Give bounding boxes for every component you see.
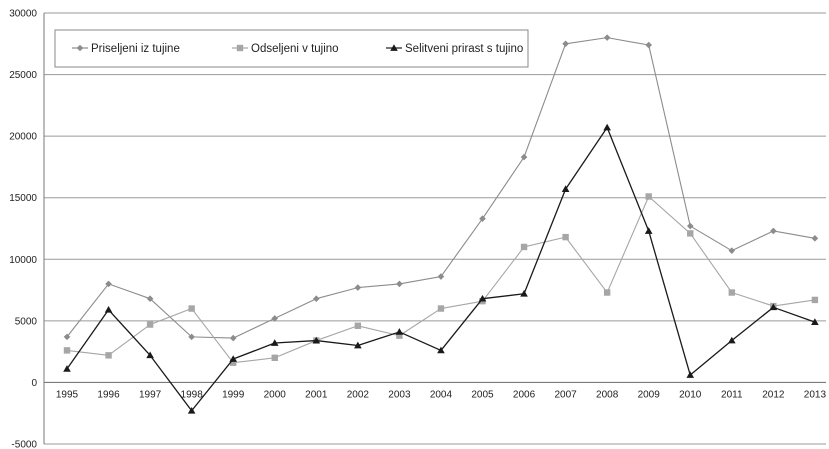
x-tick-labels: 1995 1996 1997 1998 1999 2000 2001 2002 2003 2004… bbox=[56, 389, 827, 400]
y-tick-label: 0 bbox=[31, 378, 37, 389]
x-tick-label: 2000 bbox=[264, 389, 287, 400]
y-tick-labels: -5000 0 5000 10000 15000 20000 25000 30000 bbox=[9, 9, 37, 449]
data-point-square bbox=[437, 305, 445, 312]
data-point-diamond bbox=[105, 280, 112, 288]
data-point-diamond bbox=[229, 334, 237, 342]
data-point-diamond bbox=[603, 34, 611, 41]
x-tick-label: 1997 bbox=[139, 389, 162, 400]
data-point-diamond bbox=[479, 215, 486, 222]
data-point-diamond bbox=[396, 280, 403, 288]
x-tick-label: 2007 bbox=[554, 389, 577, 400]
data-point-square bbox=[520, 243, 528, 251]
series-line bbox=[66, 37, 815, 339]
data-point-square bbox=[146, 321, 154, 328]
x-tick-label: 2013 bbox=[804, 389, 827, 400]
series-diamond bbox=[63, 34, 819, 342]
data-point-diamond bbox=[728, 247, 736, 254]
data-point-triangle bbox=[437, 346, 445, 354]
x-tick-label: 2006 bbox=[513, 389, 536, 400]
data-point-triangle bbox=[769, 303, 778, 311]
data-point-triangle bbox=[312, 336, 321, 344]
data-point-square bbox=[354, 322, 362, 329]
x-tick-label: 2010 bbox=[679, 389, 702, 400]
series-line bbox=[66, 126, 816, 412]
data-point-triangle bbox=[395, 328, 404, 335]
x-tick-label: 2009 bbox=[638, 389, 661, 400]
data-point-triangle bbox=[270, 339, 279, 346]
x-tick-label: 2001 bbox=[305, 389, 328, 400]
data-point-diamond bbox=[562, 40, 569, 48]
data-point-triangle bbox=[390, 44, 398, 51]
data-point-square bbox=[105, 352, 112, 359]
x-tick-label: 2008 bbox=[596, 389, 619, 400]
x-tick-label: 2004 bbox=[430, 389, 453, 400]
data-point-triangle bbox=[104, 305, 113, 313]
data-point-square bbox=[645, 193, 652, 200]
data-point-triangle bbox=[187, 406, 196, 414]
data-point-square bbox=[687, 230, 694, 237]
data-point-square bbox=[728, 289, 735, 296]
y-tick-label: 10000 bbox=[9, 255, 37, 266]
data-point-diamond bbox=[645, 41, 652, 49]
legend-label: Priseljeni iz tujine bbox=[91, 43, 180, 55]
data-point-diamond bbox=[188, 333, 195, 341]
legend-box bbox=[54, 29, 529, 68]
gridlines bbox=[44, 12, 826, 445]
x-tick-label: 2003 bbox=[388, 389, 411, 400]
data-point-diamond bbox=[313, 295, 320, 302]
x-tick-label: 2002 bbox=[347, 389, 370, 400]
data-point-triangle bbox=[146, 351, 154, 359]
y-tick-label: 5000 bbox=[15, 316, 38, 327]
data-point-triangle bbox=[561, 185, 570, 192]
data-point-diamond bbox=[63, 333, 71, 341]
data-point-triangle bbox=[644, 227, 653, 234]
data-point-triangle bbox=[520, 289, 528, 297]
y-tick-label: -5000 bbox=[11, 440, 37, 449]
data-point-triangle bbox=[478, 294, 487, 302]
data-point-diamond bbox=[146, 295, 154, 302]
y-tick-label: 30000 bbox=[9, 9, 37, 20]
y-tick-label: 25000 bbox=[9, 70, 37, 81]
x-tick-label: 1999 bbox=[222, 389, 245, 400]
x-tick-label: 1998 bbox=[181, 389, 204, 400]
data-point-diamond bbox=[686, 222, 694, 230]
data-point-diamond bbox=[437, 273, 445, 280]
y-tick-label: 20000 bbox=[9, 132, 37, 143]
y-tick-label: 15000 bbox=[9, 193, 37, 204]
data-point-triangle bbox=[354, 341, 362, 349]
legend-label: Odseljeni v tujino bbox=[251, 43, 339, 55]
data-point-square bbox=[603, 289, 611, 296]
data-point-diamond bbox=[354, 284, 362, 291]
legend: Priseljeni iz tujine Odseljeni v tujino Se… bbox=[54, 29, 529, 68]
data-point-triangle bbox=[63, 365, 71, 372]
data-point-diamond bbox=[76, 44, 84, 52]
x-tick-label: 2012 bbox=[762, 389, 785, 400]
data-point-diamond bbox=[271, 315, 279, 322]
data-point-square bbox=[236, 44, 244, 52]
x-tick-label: 2011 bbox=[721, 389, 743, 400]
data-point-diamond bbox=[770, 227, 777, 235]
data-point-triangle bbox=[811, 318, 819, 325]
data-point-square bbox=[562, 233, 569, 241]
series-triangle bbox=[63, 123, 819, 414]
data-point-square bbox=[188, 305, 195, 312]
data-point-triangle bbox=[686, 371, 695, 378]
data-point-square bbox=[271, 354, 278, 361]
data-point-square bbox=[811, 296, 819, 304]
x-tick-label: 2005 bbox=[471, 389, 494, 400]
x-tick-label: 1996 bbox=[97, 389, 120, 400]
data-point-triangle bbox=[728, 336, 736, 344]
legend-label: Selitveni prirast s tujino bbox=[405, 43, 523, 55]
x-tick-label: 1995 bbox=[56, 389, 79, 400]
data-point-triangle bbox=[229, 355, 237, 362]
data-point-square bbox=[63, 347, 71, 354]
data-point-diamond bbox=[811, 235, 819, 242]
data-point-square bbox=[230, 359, 237, 366]
data-point-square bbox=[396, 332, 403, 339]
series bbox=[63, 34, 819, 414]
data-point-triangle bbox=[603, 123, 611, 131]
data-point-diamond bbox=[520, 153, 528, 161]
